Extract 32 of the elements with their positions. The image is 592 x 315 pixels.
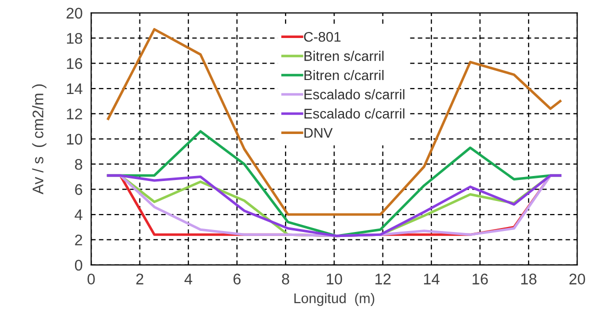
y-tick-label: 12	[67, 108, 82, 120]
x-tick-label: 4	[184, 274, 192, 284]
y-tick-label: 10	[67, 134, 82, 145]
legend-label: Bitren c/carril	[304, 70, 384, 80]
y-tick-label: 2	[75, 234, 82, 246]
legend-label: Escalado s/carril	[304, 89, 404, 100]
x-tick-label: 10	[326, 274, 342, 284]
x-tick-label: 16	[472, 274, 488, 284]
y-tick-label: 14	[67, 84, 82, 94]
legend-label: Escalado c/carril	[304, 108, 404, 119]
y-axis-title: Av / s ( cm2/m )	[32, 84, 46, 194]
x-tick-label: 0	[88, 274, 95, 284]
x-tick-label: 18	[521, 274, 536, 284]
y-tick-label: 0	[74, 260, 82, 271]
y-tick-label: 8	[75, 158, 82, 170]
line-series	[106, 28, 562, 216]
y-tick-label: 4	[74, 210, 82, 220]
legend-label: DNV	[304, 128, 333, 138]
y-tick-label: 16	[67, 58, 82, 69]
x-tick-label: 14	[424, 274, 440, 284]
x-axis-title: Longitud (m)	[294, 293, 374, 306]
y-tick-label: 20	[66, 8, 82, 19]
x-tick-label: 6	[234, 274, 241, 284]
legend-label: C-801	[304, 32, 341, 42]
y-tick-label: 6	[75, 184, 82, 195]
y-tick-label: 18	[67, 32, 82, 44]
x-tick-label: 2	[136, 274, 144, 284]
x-tick-label: 8	[282, 274, 290, 284]
x-tick-label: 12	[375, 274, 391, 284]
legend-label: Bitren s/carril	[304, 50, 384, 61]
line-series	[106, 174, 562, 238]
x-tick-label: 20	[569, 274, 586, 284]
